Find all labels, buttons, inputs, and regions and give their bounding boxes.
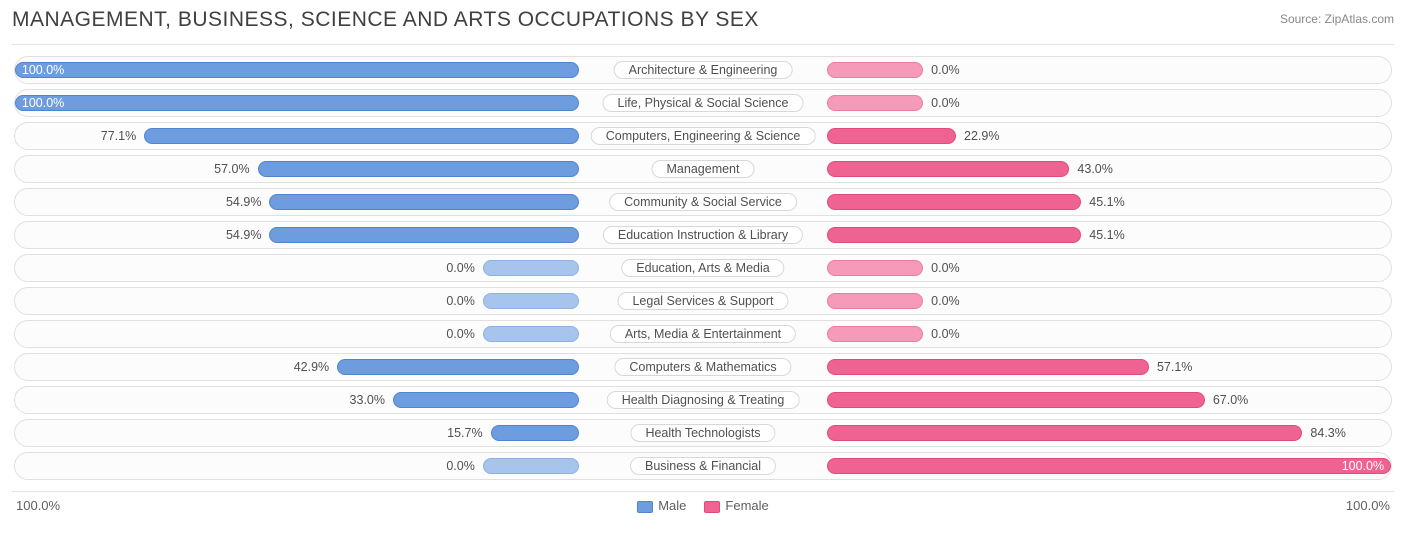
male-swatch-icon	[637, 501, 653, 513]
legend-female-label: Female	[725, 498, 768, 513]
category-label: Business & Financial	[630, 457, 776, 475]
footer: 100.0% Male Female 100.0%	[12, 492, 1394, 513]
male-pct: 0.0%	[446, 261, 483, 275]
chart-row: 57.0% 43.0% Management	[14, 155, 1392, 183]
female-pct: 67.0%	[1205, 393, 1248, 407]
male-bar	[15, 95, 579, 111]
female-bar	[827, 227, 1081, 243]
chart-row: 33.0% 67.0% Health Diagnosing & Treating	[14, 386, 1392, 414]
chart-row: 42.9% 57.1% Computers & Mathematics	[14, 353, 1392, 381]
male-pct: 42.9%	[294, 360, 337, 374]
female-pct: 0.0%	[923, 327, 960, 341]
male-bar	[258, 161, 580, 177]
male-bar	[269, 227, 579, 243]
female-bar	[827, 62, 923, 78]
female-pct: 0.0%	[923, 96, 960, 110]
female-pct: 100.0%	[1342, 459, 1384, 473]
female-bar	[827, 326, 923, 342]
category-label: Architecture & Engineering	[614, 61, 793, 79]
female-bar	[827, 260, 923, 276]
female-bar	[827, 293, 923, 309]
legend-female: Female	[704, 498, 768, 513]
chart-row: 15.7% 84.3% Health Technologists	[14, 419, 1392, 447]
male-pct: 77.1%	[101, 129, 144, 143]
chart-row: 100.0% 0.0% Life, Physical & Social Scienc…	[14, 89, 1392, 117]
male-bar	[491, 425, 580, 441]
header: MANAGEMENT, BUSINESS, SCIENCE AND ARTS O…	[12, 8, 1394, 32]
female-pct: 0.0%	[923, 63, 960, 77]
chart-row: 0.0% 100.0% Business & Financial	[14, 452, 1392, 480]
chart-row: 54.9% 45.1% Community & Social Service	[14, 188, 1392, 216]
chart-row: 0.0% 0.0% Arts, Media & Entertainment	[14, 320, 1392, 348]
category-label: Health Diagnosing & Treating	[607, 391, 800, 409]
male-bar	[144, 128, 579, 144]
category-label: Computers, Engineering & Science	[591, 127, 816, 145]
chart-container: MANAGEMENT, BUSINESS, SCIENCE AND ARTS O…	[0, 0, 1406, 559]
category-label: Health Technologists	[630, 424, 775, 442]
chart-area: 100.0%0.0%Architecture & Engineering100.…	[12, 44, 1394, 492]
male-pct: 100.0%	[22, 63, 64, 77]
source: Source: ZipAtlas.com	[1280, 8, 1394, 26]
male-pct: 15.7%	[447, 426, 490, 440]
female-pct: 0.0%	[923, 261, 960, 275]
axis-right-label: 100.0%	[1346, 498, 1390, 513]
chart-row: 100.0% 0.0% Architecture & Engineering	[14, 56, 1392, 84]
female-swatch-icon	[704, 501, 720, 513]
female-pct: 45.1%	[1081, 195, 1124, 209]
chart-row: 77.1% 22.9% Computers, Engineering & Scien…	[14, 122, 1392, 150]
female-bar	[827, 458, 1391, 474]
legend: Male Female	[637, 498, 769, 513]
category-label: Arts, Media & Entertainment	[610, 325, 796, 343]
female-bar	[827, 392, 1205, 408]
category-label: Education, Arts & Media	[621, 259, 784, 277]
category-label: Community & Social Service	[609, 193, 797, 211]
male-bar	[15, 62, 579, 78]
category-label: Management	[652, 160, 755, 178]
category-label: Legal Services & Support	[617, 292, 788, 310]
male-bar	[483, 260, 579, 276]
source-name: ZipAtlas.com	[1325, 12, 1394, 26]
male-pct: 0.0%	[446, 327, 483, 341]
female-bar	[827, 128, 956, 144]
female-pct: 57.1%	[1149, 360, 1192, 374]
category-label: Life, Physical & Social Science	[603, 94, 804, 112]
male-bar	[483, 326, 579, 342]
male-pct: 54.9%	[226, 228, 269, 242]
male-pct: 54.9%	[226, 195, 269, 209]
male-pct: 100.0%	[22, 96, 64, 110]
male-pct: 0.0%	[446, 294, 483, 308]
legend-male-label: Male	[658, 498, 686, 513]
male-pct: 57.0%	[214, 162, 257, 176]
female-pct: 84.3%	[1302, 426, 1345, 440]
legend-male: Male	[637, 498, 686, 513]
female-pct: 43.0%	[1069, 162, 1112, 176]
female-pct: 22.9%	[956, 129, 999, 143]
female-bar	[827, 425, 1303, 441]
chart-title: MANAGEMENT, BUSINESS, SCIENCE AND ARTS O…	[12, 8, 759, 32]
male-bar	[393, 392, 579, 408]
male-pct: 33.0%	[350, 393, 393, 407]
chart-row: 54.9% 45.1% Education Instruction & Librar…	[14, 221, 1392, 249]
male-bar	[337, 359, 579, 375]
female-bar	[827, 359, 1149, 375]
male-bar	[483, 293, 579, 309]
category-label: Computers & Mathematics	[614, 358, 791, 376]
chart-row: 0.0% 0.0% Legal Services & Support	[14, 287, 1392, 315]
female-pct: 0.0%	[923, 294, 960, 308]
male-pct: 0.0%	[446, 459, 483, 473]
category-label: Education Instruction & Library	[603, 226, 803, 244]
axis-left-label: 100.0%	[16, 498, 60, 513]
female-bar	[827, 161, 1070, 177]
source-label: Source:	[1280, 12, 1321, 26]
male-bar	[483, 458, 579, 474]
male-bar	[269, 194, 579, 210]
female-bar	[827, 194, 1081, 210]
female-pct: 45.1%	[1081, 228, 1124, 242]
chart-row: 0.0% 0.0% Education, Arts & Media	[14, 254, 1392, 282]
female-bar	[827, 95, 923, 111]
